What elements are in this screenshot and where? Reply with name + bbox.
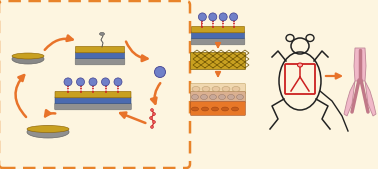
Ellipse shape [89,78,97,86]
FancyBboxPatch shape [192,26,245,33]
Ellipse shape [219,13,227,21]
FancyBboxPatch shape [191,92,245,102]
FancyBboxPatch shape [76,46,124,53]
Ellipse shape [222,107,228,111]
Ellipse shape [12,53,44,59]
Ellipse shape [232,87,240,91]
Ellipse shape [212,87,220,91]
Ellipse shape [198,13,206,21]
Ellipse shape [202,87,210,91]
Polygon shape [354,48,366,81]
FancyBboxPatch shape [55,97,131,103]
FancyBboxPatch shape [55,103,131,110]
Polygon shape [365,81,376,116]
Ellipse shape [150,108,153,112]
FancyBboxPatch shape [192,32,245,39]
Ellipse shape [237,94,243,100]
FancyBboxPatch shape [55,91,131,98]
Ellipse shape [218,94,226,100]
Ellipse shape [200,94,208,100]
Ellipse shape [228,94,234,100]
Ellipse shape [152,120,155,124]
Ellipse shape [212,107,218,111]
Ellipse shape [150,126,153,128]
Ellipse shape [76,78,85,86]
Ellipse shape [12,54,44,64]
Ellipse shape [229,13,238,21]
Ellipse shape [192,107,198,111]
Ellipse shape [201,107,209,111]
Polygon shape [344,81,355,116]
Ellipse shape [222,87,230,91]
Ellipse shape [209,94,217,100]
FancyBboxPatch shape [76,52,124,58]
FancyBboxPatch shape [191,38,245,45]
Ellipse shape [192,87,200,91]
FancyBboxPatch shape [191,53,245,69]
Ellipse shape [297,63,302,67]
FancyBboxPatch shape [191,84,245,93]
FancyBboxPatch shape [191,102,245,115]
Ellipse shape [155,66,166,78]
Ellipse shape [192,94,198,100]
Ellipse shape [209,13,217,21]
Ellipse shape [231,107,239,111]
Ellipse shape [99,32,104,35]
Ellipse shape [27,126,69,138]
Ellipse shape [102,78,110,86]
Ellipse shape [64,78,72,86]
Ellipse shape [27,126,69,132]
Ellipse shape [150,116,152,119]
FancyBboxPatch shape [75,58,125,65]
Ellipse shape [114,78,122,86]
Ellipse shape [152,113,155,115]
